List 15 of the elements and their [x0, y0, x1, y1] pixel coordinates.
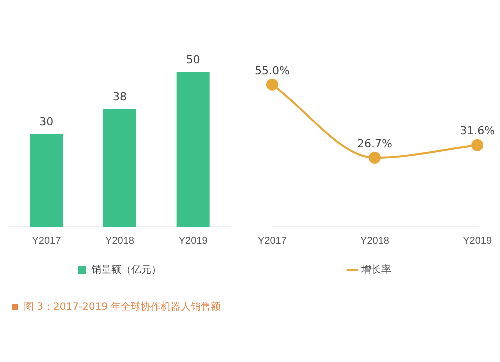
x-tick-label: Y2017	[32, 236, 62, 247]
data-label: 31.6%	[460, 124, 496, 138]
x-tick-label: Y2018	[360, 236, 390, 247]
x-tick-label: Y2018	[106, 236, 135, 247]
data-label: 50	[186, 53, 200, 66]
caption: 图 3：2017-2019 年全球协作机器人销售额	[24, 300, 222, 314]
legend-label: 销量额（亿元）	[90, 264, 162, 276]
legend-label: 增长率	[360, 264, 392, 276]
x-tick-label: Y2017	[258, 236, 288, 247]
data-label: 38	[113, 90, 127, 104]
data-label: 30	[40, 115, 54, 128]
x-tick-label: Y2019	[178, 236, 208, 247]
x-tick-label: Y2019	[463, 236, 492, 247]
data-label: 55.0%	[254, 64, 290, 78]
data-label: 26.7%	[358, 137, 392, 150]
